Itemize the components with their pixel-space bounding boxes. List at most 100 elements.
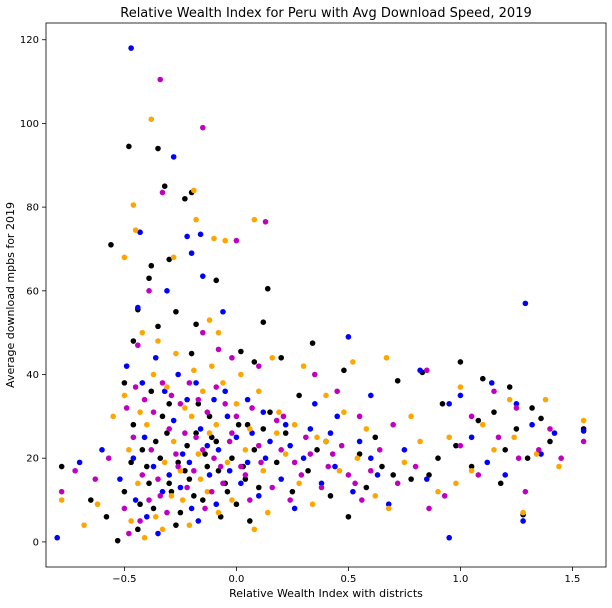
- data-point: [206, 413, 213, 420]
- data-point: [417, 438, 423, 445]
- data-point: [488, 380, 495, 386]
- data-point: [173, 308, 179, 315]
- data-point: [188, 350, 195, 357]
- data-point: [150, 505, 157, 512]
- data-point: [291, 505, 298, 512]
- data-point: [341, 367, 347, 374]
- data-point: [356, 438, 363, 445]
- data-point: [513, 426, 520, 432]
- data-point: [390, 421, 397, 428]
- data-point: [385, 501, 392, 508]
- data-point: [135, 304, 141, 311]
- data-point: [547, 426, 553, 432]
- data-point: [296, 480, 302, 487]
- data-point: [327, 493, 334, 499]
- data-point: [204, 442, 211, 449]
- data-point: [338, 442, 345, 449]
- data-point: [208, 363, 215, 369]
- data-point: [200, 329, 206, 336]
- data-point: [533, 451, 540, 457]
- data-point: [314, 447, 320, 453]
- data-point: [536, 447, 542, 453]
- data-point: [157, 76, 164, 83]
- data-point: [215, 447, 222, 453]
- data-point: [222, 237, 228, 244]
- data-point: [260, 319, 267, 326]
- data-point: [446, 534, 453, 541]
- data-point: [352, 480, 358, 487]
- data-point: [58, 497, 65, 503]
- data-point: [394, 377, 401, 384]
- data-point: [173, 451, 179, 457]
- data-point: [188, 250, 195, 256]
- chart-title: Relative Wealth Index for Peru with Avg …: [120, 6, 532, 21]
- x-tick-label: 0.5: [340, 574, 356, 585]
- data-point: [204, 488, 211, 495]
- data-point: [323, 438, 329, 445]
- data-point: [132, 384, 139, 390]
- data-point: [137, 518, 143, 524]
- data-point: [233, 501, 240, 508]
- data-point: [229, 430, 235, 436]
- data-point: [238, 371, 244, 378]
- data-point: [139, 329, 146, 336]
- data-point: [108, 241, 114, 248]
- data-point: [121, 488, 128, 495]
- data-point: [385, 505, 392, 512]
- data-point: [264, 509, 271, 516]
- data-point: [408, 476, 414, 482]
- data-point: [177, 484, 184, 491]
- data-point: [538, 415, 544, 422]
- data-point: [152, 513, 159, 520]
- data-point: [175, 463, 181, 470]
- data-point: [334, 413, 341, 420]
- data-point: [298, 472, 305, 478]
- data-point: [233, 434, 240, 441]
- data-point: [213, 384, 220, 390]
- data-point: [166, 480, 172, 487]
- data-point: [390, 472, 397, 478]
- data-point: [170, 254, 177, 261]
- y-tick-label: 40: [26, 370, 39, 381]
- data-point: [215, 509, 222, 516]
- x-axis-ticks: −0.5 0.0 0.5 1.0 1.5: [112, 567, 580, 585]
- data-point: [558, 455, 564, 462]
- data-point: [155, 530, 161, 537]
- data-point: [255, 484, 262, 491]
- x-axis-label: Relative Wealth Index with districts: [229, 587, 423, 600]
- data-point: [177, 401, 184, 407]
- data-point: [155, 476, 161, 482]
- data-point: [368, 392, 374, 399]
- data-point: [130, 434, 137, 441]
- data-point: [137, 229, 143, 236]
- data-point: [506, 396, 513, 403]
- data-point: [184, 442, 190, 449]
- data-point: [300, 363, 307, 369]
- data-point: [267, 438, 273, 445]
- data-point: [251, 359, 258, 365]
- data-point: [211, 396, 217, 403]
- data-point: [258, 459, 264, 466]
- data-point: [480, 375, 486, 382]
- data-point: [213, 501, 220, 508]
- data-point: [197, 231, 204, 238]
- data-point: [222, 388, 228, 395]
- data-point: [177, 509, 184, 516]
- data-point: [350, 359, 356, 365]
- data-point: [175, 371, 181, 378]
- data-point: [193, 380, 199, 386]
- data-point: [139, 472, 146, 478]
- data-point: [123, 363, 130, 369]
- data-point: [529, 405, 535, 411]
- data-point: [220, 308, 226, 315]
- data-point: [556, 463, 562, 470]
- data-point: [350, 488, 356, 495]
- data-point: [273, 417, 280, 424]
- data-point: [215, 467, 222, 474]
- data-point: [152, 438, 159, 445]
- data-point: [511, 434, 517, 441]
- data-point: [457, 384, 464, 390]
- data-point: [215, 329, 222, 336]
- data-point: [200, 447, 206, 453]
- data-point: [401, 447, 408, 453]
